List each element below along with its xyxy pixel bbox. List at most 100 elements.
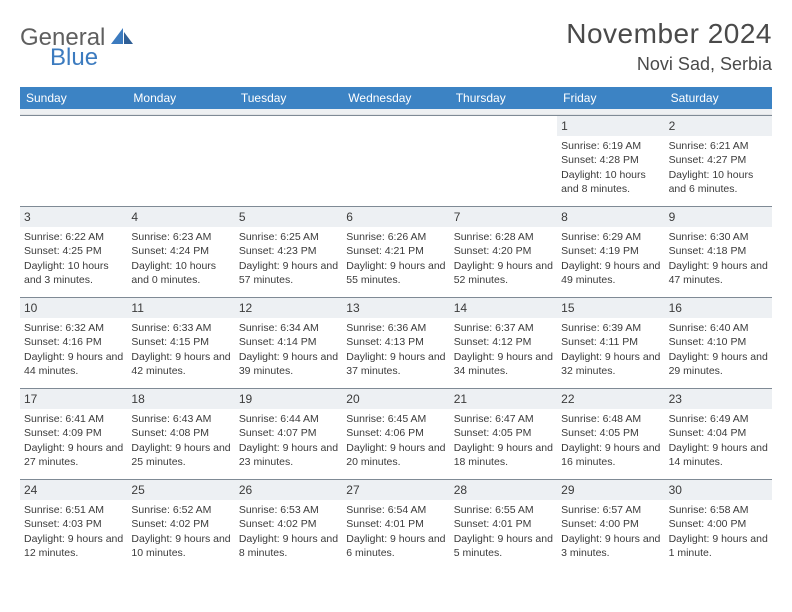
day-body: Sunrise: 6:57 AMSunset: 4:00 PMDaylight:… <box>557 500 664 566</box>
sunset-text: Sunset: 4:13 PM <box>346 335 445 349</box>
daylight-text: Daylight: 9 hours and 10 minutes. <box>131 532 230 560</box>
daylight-text: Daylight: 9 hours and 6 minutes. <box>346 532 445 560</box>
day-cell: 6Sunrise: 6:26 AMSunset: 4:21 PMDaylight… <box>342 207 449 297</box>
day-number: 21 <box>450 389 557 409</box>
day-body: Sunrise: 6:25 AMSunset: 4:23 PMDaylight:… <box>235 227 342 293</box>
day-cell: 12Sunrise: 6:34 AMSunset: 4:14 PMDayligh… <box>235 298 342 388</box>
day-cell <box>342 116 449 206</box>
day-body: Sunrise: 6:32 AMSunset: 4:16 PMDaylight:… <box>20 318 127 384</box>
day-body: Sunrise: 6:48 AMSunset: 4:05 PMDaylight:… <box>557 409 664 475</box>
day-number: 5 <box>235 207 342 227</box>
week-row: 10Sunrise: 6:32 AMSunset: 4:16 PMDayligh… <box>20 297 772 388</box>
day-number: 2 <box>665 116 772 136</box>
sunset-text: Sunset: 4:11 PM <box>561 335 660 349</box>
sunset-text: Sunset: 4:28 PM <box>561 153 660 167</box>
day-body: Sunrise: 6:36 AMSunset: 4:13 PMDaylight:… <box>342 318 449 384</box>
day-cell: 28Sunrise: 6:55 AMSunset: 4:01 PMDayligh… <box>450 480 557 570</box>
week-row: 1Sunrise: 6:19 AMSunset: 4:28 PMDaylight… <box>20 115 772 206</box>
sunset-text: Sunset: 4:21 PM <box>346 244 445 258</box>
day-cell: 3 Sunrise: 6:22 AMSunset: 4:25 PMDaylight… <box>20 207 127 297</box>
day-number: 16 <box>665 298 772 318</box>
day-number: 10 <box>20 298 127 318</box>
day-body: Sunrise: 6:39 AMSunset: 4:11 PMDaylight:… <box>557 318 664 384</box>
day-number: 4 <box>127 207 234 227</box>
sunrise-text: Sunrise: 6:53 AM <box>239 503 338 517</box>
sunset-text: Sunset: 4:10 PM <box>669 335 768 349</box>
sunrise-text: Sunrise: 6:28 AM <box>454 230 553 244</box>
sunset-text: Sunset: 4:19 PM <box>561 244 660 258</box>
logo-text-blue-wrap: Blue <box>50 44 98 72</box>
day-number: 15 <box>557 298 664 318</box>
sunrise-text: Sunrise: 6:54 AM <box>346 503 445 517</box>
sunrise-text: Sunrise: 6:21 AM <box>669 139 768 153</box>
sunrise-text: Sunrise: 6:34 AM <box>239 321 338 335</box>
daylight-text: Daylight: 9 hours and 23 minutes. <box>239 441 338 469</box>
daylight-text: Daylight: 9 hours and 42 minutes. <box>131 350 230 378</box>
sunset-text: Sunset: 4:27 PM <box>669 153 768 167</box>
daylight-text: Daylight: 10 hours and 3 minutes. <box>24 259 123 287</box>
day-body: Sunrise: 6:53 AMSunset: 4:02 PMDaylight:… <box>235 500 342 566</box>
day-cell: 2Sunrise: 6:21 AMSunset: 4:27 PMDaylight… <box>665 116 772 206</box>
sunset-text: Sunset: 4:05 PM <box>454 426 553 440</box>
sunset-text: Sunset: 4:25 PM <box>24 244 123 258</box>
daylight-text: Daylight: 9 hours and 34 minutes. <box>454 350 553 378</box>
day-number: 9 <box>665 207 772 227</box>
weeks-container: 1Sunrise: 6:19 AMSunset: 4:28 PMDaylight… <box>20 115 772 570</box>
day-cell: 8Sunrise: 6:29 AMSunset: 4:19 PMDaylight… <box>557 207 664 297</box>
day-number: 23 <box>665 389 772 409</box>
day-cell: 21 Sunrise: 6:47 AMSunset: 4:05 PMDayligh… <box>450 389 557 479</box>
day-number: 25 <box>127 480 234 500</box>
day-cell <box>127 116 234 206</box>
day-body: Sunrise: 6:43 AMSunset: 4:08 PMDaylight:… <box>127 409 234 475</box>
sunrise-text: Sunrise: 6:41 AM <box>24 412 123 426</box>
daylight-text: Daylight: 9 hours and 32 minutes. <box>561 350 660 378</box>
day-number: 20 <box>342 389 449 409</box>
daylight-text: Daylight: 9 hours and 8 minutes. <box>239 532 338 560</box>
day-body: Sunrise: 6:52 AMSunset: 4:02 PMDaylight:… <box>127 500 234 566</box>
daylight-text: Daylight: 9 hours and 25 minutes. <box>131 441 230 469</box>
day-cell: 19Sunrise: 6:44 AMSunset: 4:07 PMDayligh… <box>235 389 342 479</box>
sunset-text: Sunset: 4:24 PM <box>131 244 230 258</box>
sunrise-text: Sunrise: 6:22 AM <box>24 230 123 244</box>
day-cell: 23Sunrise: 6:49 AMSunset: 4:04 PMDayligh… <box>665 389 772 479</box>
day-body: Sunrise: 6:21 AMSunset: 4:27 PMDaylight:… <box>665 136 772 202</box>
day-number: 11 <box>127 298 234 318</box>
day-number: 8 <box>557 207 664 227</box>
day-cell: 10Sunrise: 6:32 AMSunset: 4:16 PMDayligh… <box>20 298 127 388</box>
sunrise-text: Sunrise: 6:58 AM <box>669 503 768 517</box>
sunrise-text: Sunrise: 6:40 AM <box>669 321 768 335</box>
day-cell: 13Sunrise: 6:36 AMSunset: 4:13 PMDayligh… <box>342 298 449 388</box>
sunrise-text: Sunrise: 6:37 AM <box>454 321 553 335</box>
day-body: Sunrise: 6:54 AMSunset: 4:01 PMDaylight:… <box>342 500 449 566</box>
sunset-text: Sunset: 4:18 PM <box>669 244 768 258</box>
day-body: Sunrise: 6:29 AMSunset: 4:19 PMDaylight:… <box>557 227 664 293</box>
day-cell: 25Sunrise: 6:52 AMSunset: 4:02 PMDayligh… <box>127 480 234 570</box>
sunrise-text: Sunrise: 6:26 AM <box>346 230 445 244</box>
sunset-text: Sunset: 4:01 PM <box>346 517 445 531</box>
sunset-text: Sunset: 4:05 PM <box>561 426 660 440</box>
daylight-text: Daylight: 9 hours and 18 minutes. <box>454 441 553 469</box>
sunrise-text: Sunrise: 6:43 AM <box>131 412 230 426</box>
page-header: General November 2024 Novi Sad, Serbia <box>20 18 772 75</box>
sunset-text: Sunset: 4:03 PM <box>24 517 123 531</box>
day-body: Sunrise: 6:49 AMSunset: 4:04 PMDaylight:… <box>665 409 772 475</box>
daylight-text: Daylight: 9 hours and 29 minutes. <box>669 350 768 378</box>
day-number: 12 <box>235 298 342 318</box>
sunrise-text: Sunrise: 6:44 AM <box>239 412 338 426</box>
day-number: 3 <box>20 207 127 227</box>
title-block: November 2024 Novi Sad, Serbia <box>566 18 772 75</box>
day-number: 6 <box>342 207 449 227</box>
day-number: 1 <box>557 116 664 136</box>
daylight-text: Daylight: 10 hours and 6 minutes. <box>669 168 768 196</box>
weekday-wednesday: Wednesday <box>342 87 449 109</box>
sunrise-text: Sunrise: 6:47 AM <box>454 412 553 426</box>
day-cell: 17Sunrise: 6:41 AMSunset: 4:09 PMDayligh… <box>20 389 127 479</box>
day-cell: 11Sunrise: 6:33 AMSunset: 4:15 PMDayligh… <box>127 298 234 388</box>
sunrise-text: Sunrise: 6:33 AM <box>131 321 230 335</box>
day-cell: 5Sunrise: 6:25 AMSunset: 4:23 PMDaylight… <box>235 207 342 297</box>
sunset-text: Sunset: 4:12 PM <box>454 335 553 349</box>
week-row: 3 Sunrise: 6:22 AMSunset: 4:25 PMDaylight… <box>20 206 772 297</box>
sunset-text: Sunset: 4:09 PM <box>24 426 123 440</box>
day-number: 18 <box>127 389 234 409</box>
sunrise-text: Sunrise: 6:23 AM <box>131 230 230 244</box>
